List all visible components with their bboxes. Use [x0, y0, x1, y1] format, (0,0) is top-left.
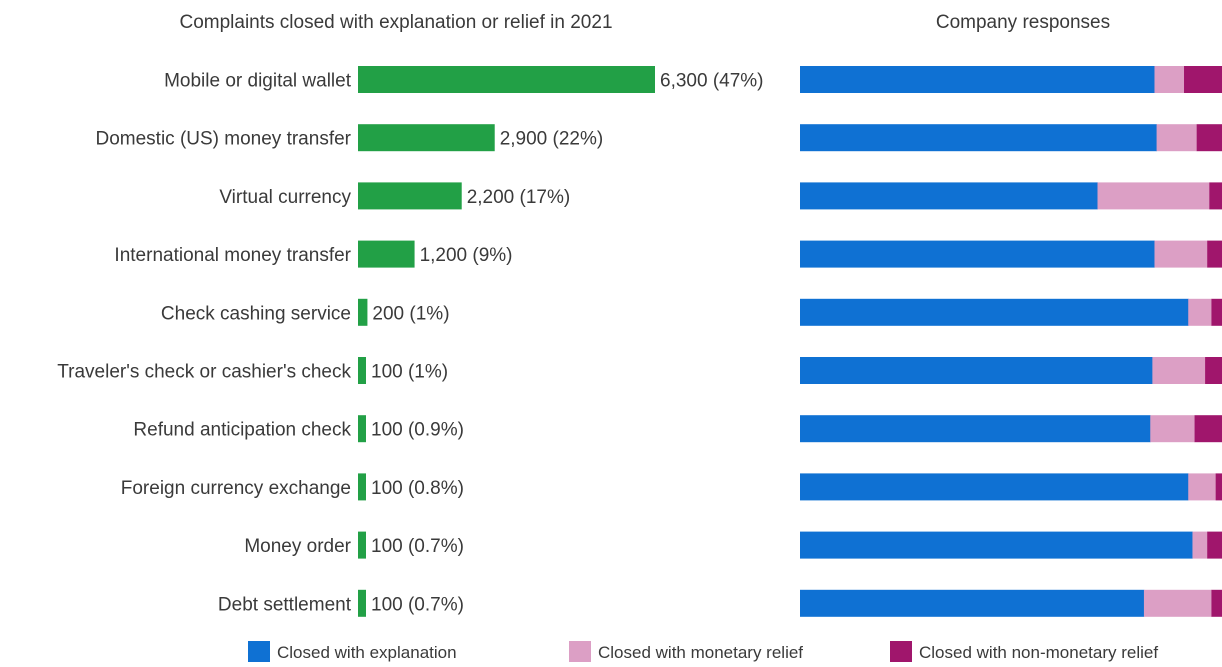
volume-bar — [358, 357, 366, 384]
response-segment-3 — [1211, 589, 1222, 617]
data-label: 100 (0.8%) — [371, 478, 464, 499]
response-segment-2 — [1154, 66, 1185, 93]
data-label: 200 (1%) — [372, 303, 449, 324]
legend-label: Closed with explanation — [277, 643, 457, 662]
volume-bar — [358, 473, 366, 501]
response-segment-3 — [1196, 124, 1222, 152]
category-label: Domestic (US) money transfer — [95, 129, 351, 150]
legend-label: Closed with monetary relief — [598, 643, 803, 662]
right-chart-title: Company responses — [936, 12, 1110, 33]
data-label: 100 (0.7%) — [371, 594, 464, 615]
data-label: 2,200 (17%) — [467, 187, 571, 208]
data-label: 1,200 (9%) — [420, 245, 513, 266]
category-label: Debt settlement — [218, 594, 352, 615]
volume-bar — [358, 298, 368, 326]
response-segment-2 — [1188, 473, 1217, 501]
response-segment-2 — [1143, 589, 1212, 617]
response-segment-1 — [800, 357, 1153, 384]
left-bar-group: Mobile or digital wallet 6,300 (47%) Domes… — [57, 66, 764, 617]
category-label: Money order — [244, 536, 351, 557]
left-chart-title: Complaints closed with explanation or re… — [179, 12, 612, 33]
legend-swatch — [890, 641, 912, 663]
response-segment-2 — [1154, 240, 1208, 268]
volume-bar — [358, 589, 366, 617]
data-label: 100 (0.9%) — [371, 420, 464, 441]
volume-bar — [358, 66, 655, 93]
category-label: Foreign currency exchange — [121, 478, 351, 499]
response-segment-1 — [800, 298, 1189, 326]
response-segment-1 — [800, 589, 1145, 617]
response-segment-2 — [1150, 415, 1195, 443]
volume-bar — [358, 182, 462, 210]
response-segment-1 — [800, 473, 1189, 501]
response-segment-3 — [1184, 66, 1222, 93]
volume-bar — [358, 415, 366, 443]
category-label: Mobile or digital wallet — [164, 71, 352, 92]
data-label: 100 (0.7%) — [371, 536, 464, 557]
response-segment-2 — [1152, 357, 1206, 384]
data-label: 100 (1%) — [371, 362, 448, 383]
response-segment-1 — [800, 415, 1151, 443]
data-label: 6,300 (47%) — [660, 71, 764, 92]
data-label: 2,900 (22%) — [500, 129, 604, 150]
response-segment-3 — [1209, 182, 1222, 210]
category-label: Traveler's check or cashier's check — [57, 362, 351, 383]
legend-swatch — [569, 641, 591, 663]
response-segment-1 — [800, 240, 1155, 268]
response-segment-2 — [1188, 298, 1212, 326]
response-segment-3 — [1207, 531, 1222, 559]
response-segment-1 — [800, 124, 1157, 152]
response-segment-1 — [800, 66, 1155, 93]
volume-bar — [358, 531, 366, 559]
response-segment-3 — [1207, 240, 1222, 268]
response-segment-1 — [800, 182, 1098, 210]
category-label: Refund anticipation check — [133, 420, 351, 441]
volume-bar — [358, 240, 415, 268]
legend: Closed with explanation Closed with monet… — [248, 641, 1158, 663]
category-label: Check cashing service — [161, 303, 351, 324]
response-segment-3 — [1211, 298, 1222, 326]
response-segment-1 — [800, 531, 1193, 559]
legend-swatch — [248, 641, 270, 663]
right-bar-group — [800, 66, 1222, 617]
category-label: International money transfer — [114, 245, 351, 266]
response-segment-2 — [1156, 124, 1198, 152]
category-label: Virtual currency — [219, 187, 351, 208]
legend-label: Closed with non-monetary relief — [919, 643, 1158, 662]
response-segment-3 — [1215, 473, 1222, 501]
response-segment-2 — [1097, 182, 1210, 210]
response-segment-2 — [1192, 531, 1208, 559]
volume-bar — [358, 124, 495, 152]
response-segment-3 — [1205, 357, 1222, 384]
response-segment-3 — [1194, 415, 1222, 443]
